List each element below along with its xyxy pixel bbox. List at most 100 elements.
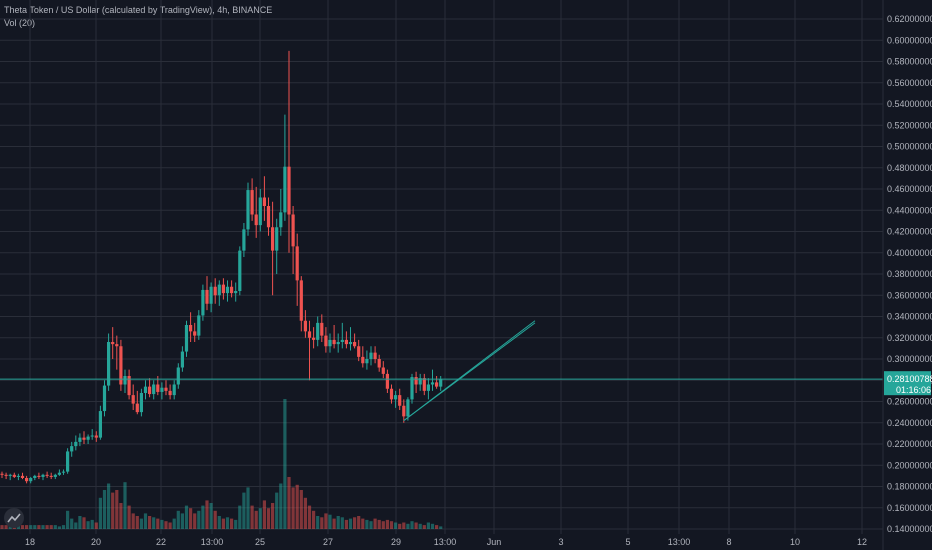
volume-bar	[4, 525, 8, 529]
price-tick-label: 0.50000000	[887, 142, 932, 152]
time-tick-label: 13:00	[668, 537, 691, 547]
candle-body	[164, 387, 168, 391]
volume-bar	[230, 518, 234, 529]
volume-bar	[209, 503, 213, 529]
candle-body	[312, 337, 316, 340]
candle-body	[348, 342, 353, 345]
time-axis: 18 20 22 13:00 25 27 29 13:00 Jun 3 5 13:00 8 10 12	[25, 537, 867, 547]
candle-body	[189, 325, 193, 332]
candle-body	[250, 190, 254, 215]
candle-body	[344, 339, 348, 345]
candle-body	[29, 478, 33, 482]
candle-body	[127, 376, 131, 396]
candle-body	[328, 339, 332, 347]
price-tick-label: 0.42000000	[887, 227, 932, 237]
volume-bar	[283, 399, 287, 529]
candle-body	[8, 474, 12, 476]
candle-body	[238, 250, 242, 291]
time-tick-label: 25	[255, 537, 265, 547]
volume-bar	[221, 518, 225, 529]
candle-body	[180, 351, 184, 368]
candle-body	[426, 384, 430, 391]
price-tick-label: 0.16000000	[887, 503, 932, 513]
volume-bar	[422, 525, 426, 529]
price-tick-label: 0.14000000	[887, 524, 932, 534]
time-tick-label: 27	[323, 537, 333, 547]
volume-bar	[184, 505, 189, 529]
time-tick-label: 29	[391, 537, 401, 547]
candle-body	[389, 388, 394, 400]
volume-bar	[160, 519, 164, 529]
volume-bar	[107, 483, 111, 529]
price-tick-label: 0.44000000	[887, 205, 932, 215]
candle-body	[25, 478, 29, 482]
last-price-badge-bg	[884, 371, 931, 396]
candle-body	[394, 395, 398, 400]
candle-body	[287, 166, 291, 215]
tradingview-logo[interactable]	[4, 508, 24, 528]
volume-bar	[156, 518, 160, 529]
volume-bar	[25, 525, 29, 529]
price-tick-label: 0.22000000	[887, 439, 932, 449]
volume-bar	[385, 519, 389, 529]
volume-indicator-label: Vol (20)	[4, 18, 36, 28]
time-tick-label: 18	[25, 537, 35, 547]
volume-bar	[123, 482, 127, 529]
volume-bar	[336, 516, 340, 529]
volume-bar	[225, 517, 230, 529]
candle-body	[230, 286, 234, 294]
candle-body	[12, 474, 16, 477]
candle-body	[369, 352, 373, 359]
volume-bar	[193, 513, 197, 529]
volume-bar	[266, 508, 271, 529]
volume-bar	[49, 525, 53, 529]
volume-bar	[238, 505, 242, 529]
price-tick-label: 0.24000000	[887, 418, 932, 428]
candle-body	[176, 367, 180, 385]
candle-body	[221, 284, 225, 294]
candle-body	[418, 378, 422, 385]
candle-body	[234, 291, 238, 294]
candle-body	[197, 315, 201, 336]
volume-bar	[332, 518, 336, 529]
candle-body	[213, 286, 217, 296]
volume-bar	[148, 516, 152, 529]
candle-body	[209, 286, 213, 304]
volume-bar	[303, 497, 307, 529]
candle-body	[66, 451, 70, 472]
time-tick-label: 12	[857, 537, 867, 547]
candle-body	[90, 435, 94, 437]
volume-bar	[201, 505, 205, 529]
price-tick-label: 0.48000000	[887, 163, 932, 173]
candle-body	[430, 382, 435, 385]
tv-logo-icon	[7, 513, 21, 523]
candle-body	[201, 289, 205, 316]
volume-bar	[57, 526, 61, 529]
volume-bar	[307, 505, 312, 529]
volume-bar	[357, 516, 361, 529]
price-tick-label: 0.56000000	[887, 78, 932, 88]
volume-bar	[172, 518, 176, 529]
volume-bar	[316, 516, 320, 529]
candle-body	[336, 342, 340, 345]
candle-body	[61, 471, 66, 473]
time-tick-label: 3	[558, 537, 563, 547]
candle-body	[45, 474, 49, 476]
volume-bar	[381, 521, 385, 529]
volume-bar	[45, 525, 49, 529]
price-tick-label: 0.34000000	[887, 312, 932, 322]
volume-bar	[398, 523, 402, 529]
bar-countdown: 01:16:06	[896, 385, 931, 395]
volume-bar	[426, 522, 430, 529]
volume-bar	[213, 510, 217, 529]
candle-body	[139, 393, 143, 413]
candle-body	[53, 474, 57, 477]
candle-body	[148, 386, 152, 395]
candle-body	[98, 411, 102, 438]
volume-bar	[152, 517, 156, 529]
volume-bars	[0, 399, 443, 529]
candle-body	[70, 446, 74, 452]
volume-bar	[90, 519, 94, 529]
volume-bar	[246, 487, 250, 529]
